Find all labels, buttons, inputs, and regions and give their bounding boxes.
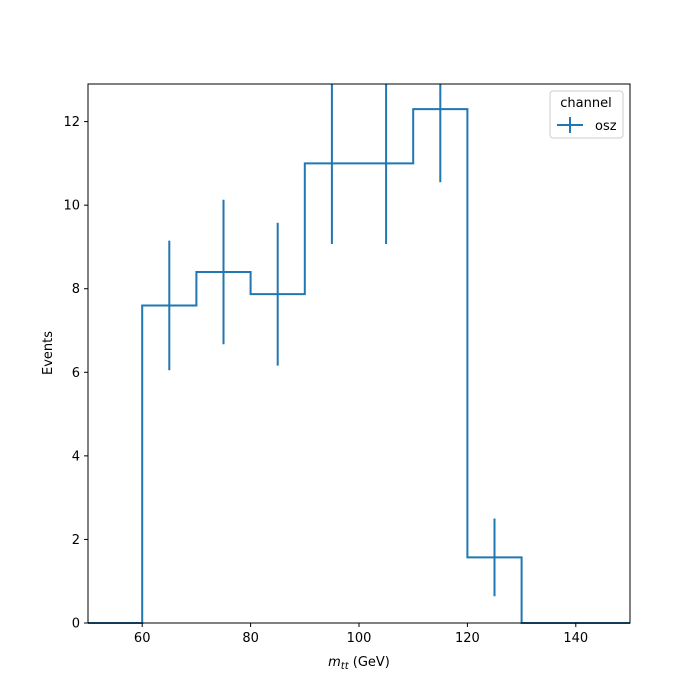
y-tick-label-12: 12 (63, 115, 80, 130)
y-tick-label-4: 4 (72, 449, 80, 464)
legend-title: channel (560, 96, 611, 111)
error-bars (168, 84, 496, 597)
legend: channel osz (549, 90, 624, 139)
legend-entry-osz: osz (595, 119, 617, 134)
y-axis-label: Events (41, 331, 56, 375)
plot-area (88, 84, 630, 623)
x-tick-label-120: 120 (455, 631, 480, 646)
x-axis-label-unit: (GeV) (349, 655, 390, 670)
x-tick-label-140: 140 (563, 631, 588, 646)
x-tick-label-100: 100 (347, 631, 372, 646)
y-tick-label-6: 6 (72, 366, 80, 381)
x-axis-label-sub: tt (341, 661, 350, 672)
x-tick-label-80: 80 (242, 631, 259, 646)
y-tick-label-0: 0 (72, 617, 80, 632)
x-tick-label-60: 60 (134, 631, 151, 646)
legend-box (549, 90, 624, 139)
y-tick-label-10: 10 (63, 199, 80, 214)
y-tick-label-2: 2 (72, 533, 80, 548)
x-axis-label-var: m (328, 655, 341, 670)
x-axis-label: mtt (GeV) (328, 655, 390, 672)
y-tick-label-8: 8 (72, 282, 80, 297)
